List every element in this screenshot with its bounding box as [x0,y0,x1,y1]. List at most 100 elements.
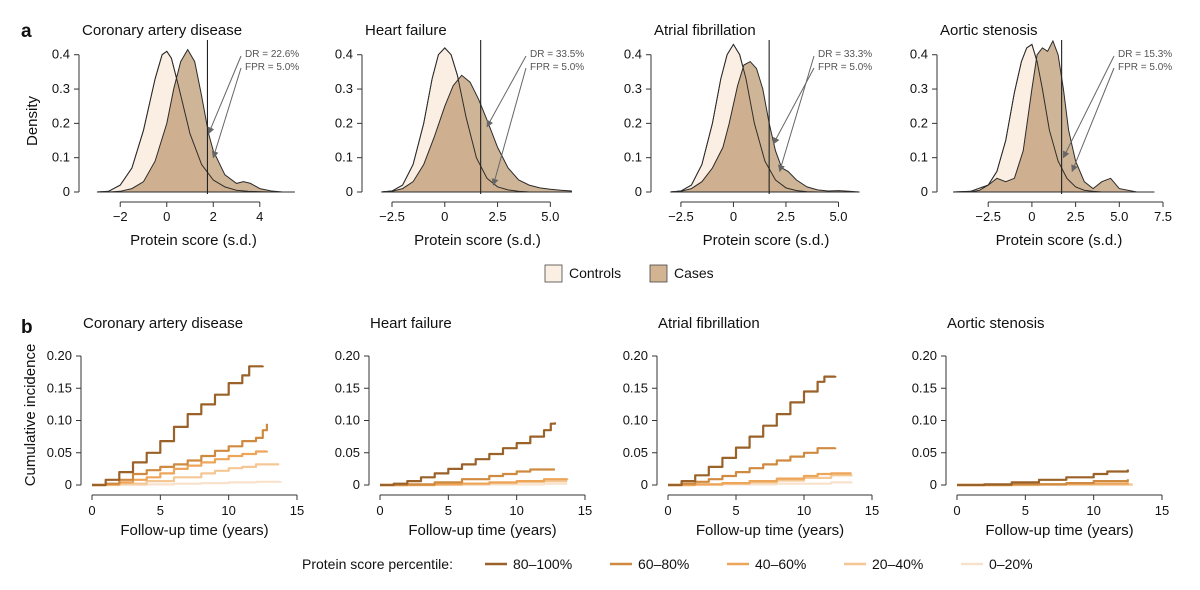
incidence-title: Aortic stenosis [947,315,1045,332]
x-tick-label: 5 [445,503,452,518]
legend-swatch-controls [544,264,563,283]
y-tick-label: 0.3 [910,81,928,96]
y-tick-label: 0.3 [52,81,70,96]
cases-density [96,48,295,193]
x-axis-label: Follow-up time (years) [696,522,844,539]
series-20-40 [92,463,280,487]
x-axis-label: Follow-up time (years) [408,522,556,539]
y-tick-label: 0.3 [335,81,353,96]
fpr-annotation: FPR = 5.0% [530,62,584,73]
panel-b-letter: b [21,317,33,338]
series-80-100 [668,375,837,487]
y-tick-label: 0.05 [912,445,937,460]
x-tick-label: 7.5 [1154,209,1172,224]
y-tick-label: 0.05 [335,445,360,460]
y-tick-label: 0.15 [47,380,72,395]
y-tick-label: 0.20 [623,348,648,363]
legend-label-40-60: 40–60% [755,556,806,572]
x-axis-label: Protein score (s.d.) [130,232,257,249]
density-panel-heart-failure: Heart failure DR = 33.5% FPR = 5.0% 0 0.1 0.2… [335,22,584,249]
x-tick-label: 0 [163,209,170,224]
controls-outline [96,50,295,193]
x-tick-label: 0 [88,503,95,518]
panel-a-letter: a [21,21,32,42]
x-tick-label: 5.0 [829,209,847,224]
y-tick-label: 0.4 [910,47,928,62]
y-tick-label: 0.15 [912,380,937,395]
annotation-arrow [772,67,815,145]
cases-density [670,60,860,193]
legend-swatch-cases [649,264,668,283]
y-tick-label: 0 [346,184,353,199]
y-tick-label: 0.10 [912,413,937,428]
x-axis-label: Protein score (s.d.) [703,232,830,249]
x-tick-label: −2.5 [379,209,405,224]
y-tick-label: 0.15 [623,380,648,395]
legend-label-0-20: 0–20% [989,556,1033,572]
x-tick-label: 15 [1155,503,1169,518]
incidence-ylabel: Cumulative incidence [22,344,39,487]
y-tick-label: 0.1 [335,150,353,165]
y-tick-label: 0.4 [52,47,70,62]
controls-outline [953,43,1155,193]
x-tick-label: 5.0 [1110,209,1128,224]
y-tick-label: 0 [635,184,642,199]
x-tick-label: 5 [1022,503,1029,518]
y-tick-label: 0.4 [335,47,353,62]
x-tick-label: 10 [1086,503,1100,518]
y-tick-label: 0.10 [47,413,72,428]
y-tick-label: 0.05 [623,445,648,460]
series-80-100 [957,469,1129,487]
x-tick-label: 5 [732,503,739,518]
x-tick-label: 4 [256,209,263,224]
incidence-title: Coronary artery disease [83,315,243,332]
x-tick-label: 15 [578,503,592,518]
x-axis-label: Protein score (s.d.) [996,232,1123,249]
annotation-arrow [1062,55,1115,159]
x-tick-label: −2 [113,209,128,224]
density-legend: Controls Cases [544,264,714,283]
y-tick-label: 0 [930,477,937,492]
fpr-annotation: FPR = 5.0% [1118,62,1172,73]
x-axis-label: Follow-up time (years) [120,522,268,539]
legend-label-20-40: 20–40% [872,556,923,572]
x-axis-label: Follow-up time (years) [985,522,1133,539]
annotation-arrow [486,55,527,128]
incidence-panel-coronary: Coronary artery disease 0 0.05 0.10 0.15 0.20… [47,315,305,539]
density-title: Heart failure [365,22,447,39]
x-tick-label: 10 [509,503,523,518]
y-tick-label: 0 [65,477,72,492]
x-tick-label: 2.5 [1067,209,1085,224]
y-tick-label: 0.05 [47,445,72,460]
x-tick-label: 0 [953,503,960,518]
y-tick-label: 0.15 [335,380,360,395]
y-tick-label: 0 [921,184,928,199]
x-tick-label: 2.5 [489,209,507,224]
annotation-arrow [207,55,242,135]
dr-annotation: DR = 22.6% [245,49,299,60]
y-tick-label: 0.10 [335,413,360,428]
x-tick-label: 5.0 [541,209,559,224]
density-panel-atrial-fibrillation: Atrial fibrillation DR = 33.3% FPR = 5.0% 0… [624,22,872,249]
dr-annotation: DR = 33.5% [530,49,584,60]
y-tick-label: 0.1 [910,150,928,165]
x-tick-label: −2.5 [668,209,694,224]
y-tick-label: 0.1 [52,150,70,165]
incidence-panel-atrial-fibrillation: Atrial fibrillation 0 0.05 0.10 0.15 0.20 0 5 10… [623,315,880,539]
y-tick-label: 0.10 [623,413,648,428]
series-80-100 [380,422,556,487]
y-tick-label: 0 [353,477,360,492]
y-tick-label: 0.20 [335,348,360,363]
cases-density [381,74,572,193]
y-tick-label: 0.2 [335,115,353,130]
x-tick-label: 2.5 [777,209,795,224]
dr-annotation: DR = 15.3% [1118,49,1172,60]
annotation-arrow [778,55,815,173]
annotation-arrow [491,67,527,186]
series-60-80 [380,468,555,487]
legend-label-cases: Cases [674,265,714,281]
density-title: Aortic stenosis [940,22,1038,39]
y-tick-label: 0.4 [624,47,642,62]
annotation-arrow [1071,67,1115,173]
